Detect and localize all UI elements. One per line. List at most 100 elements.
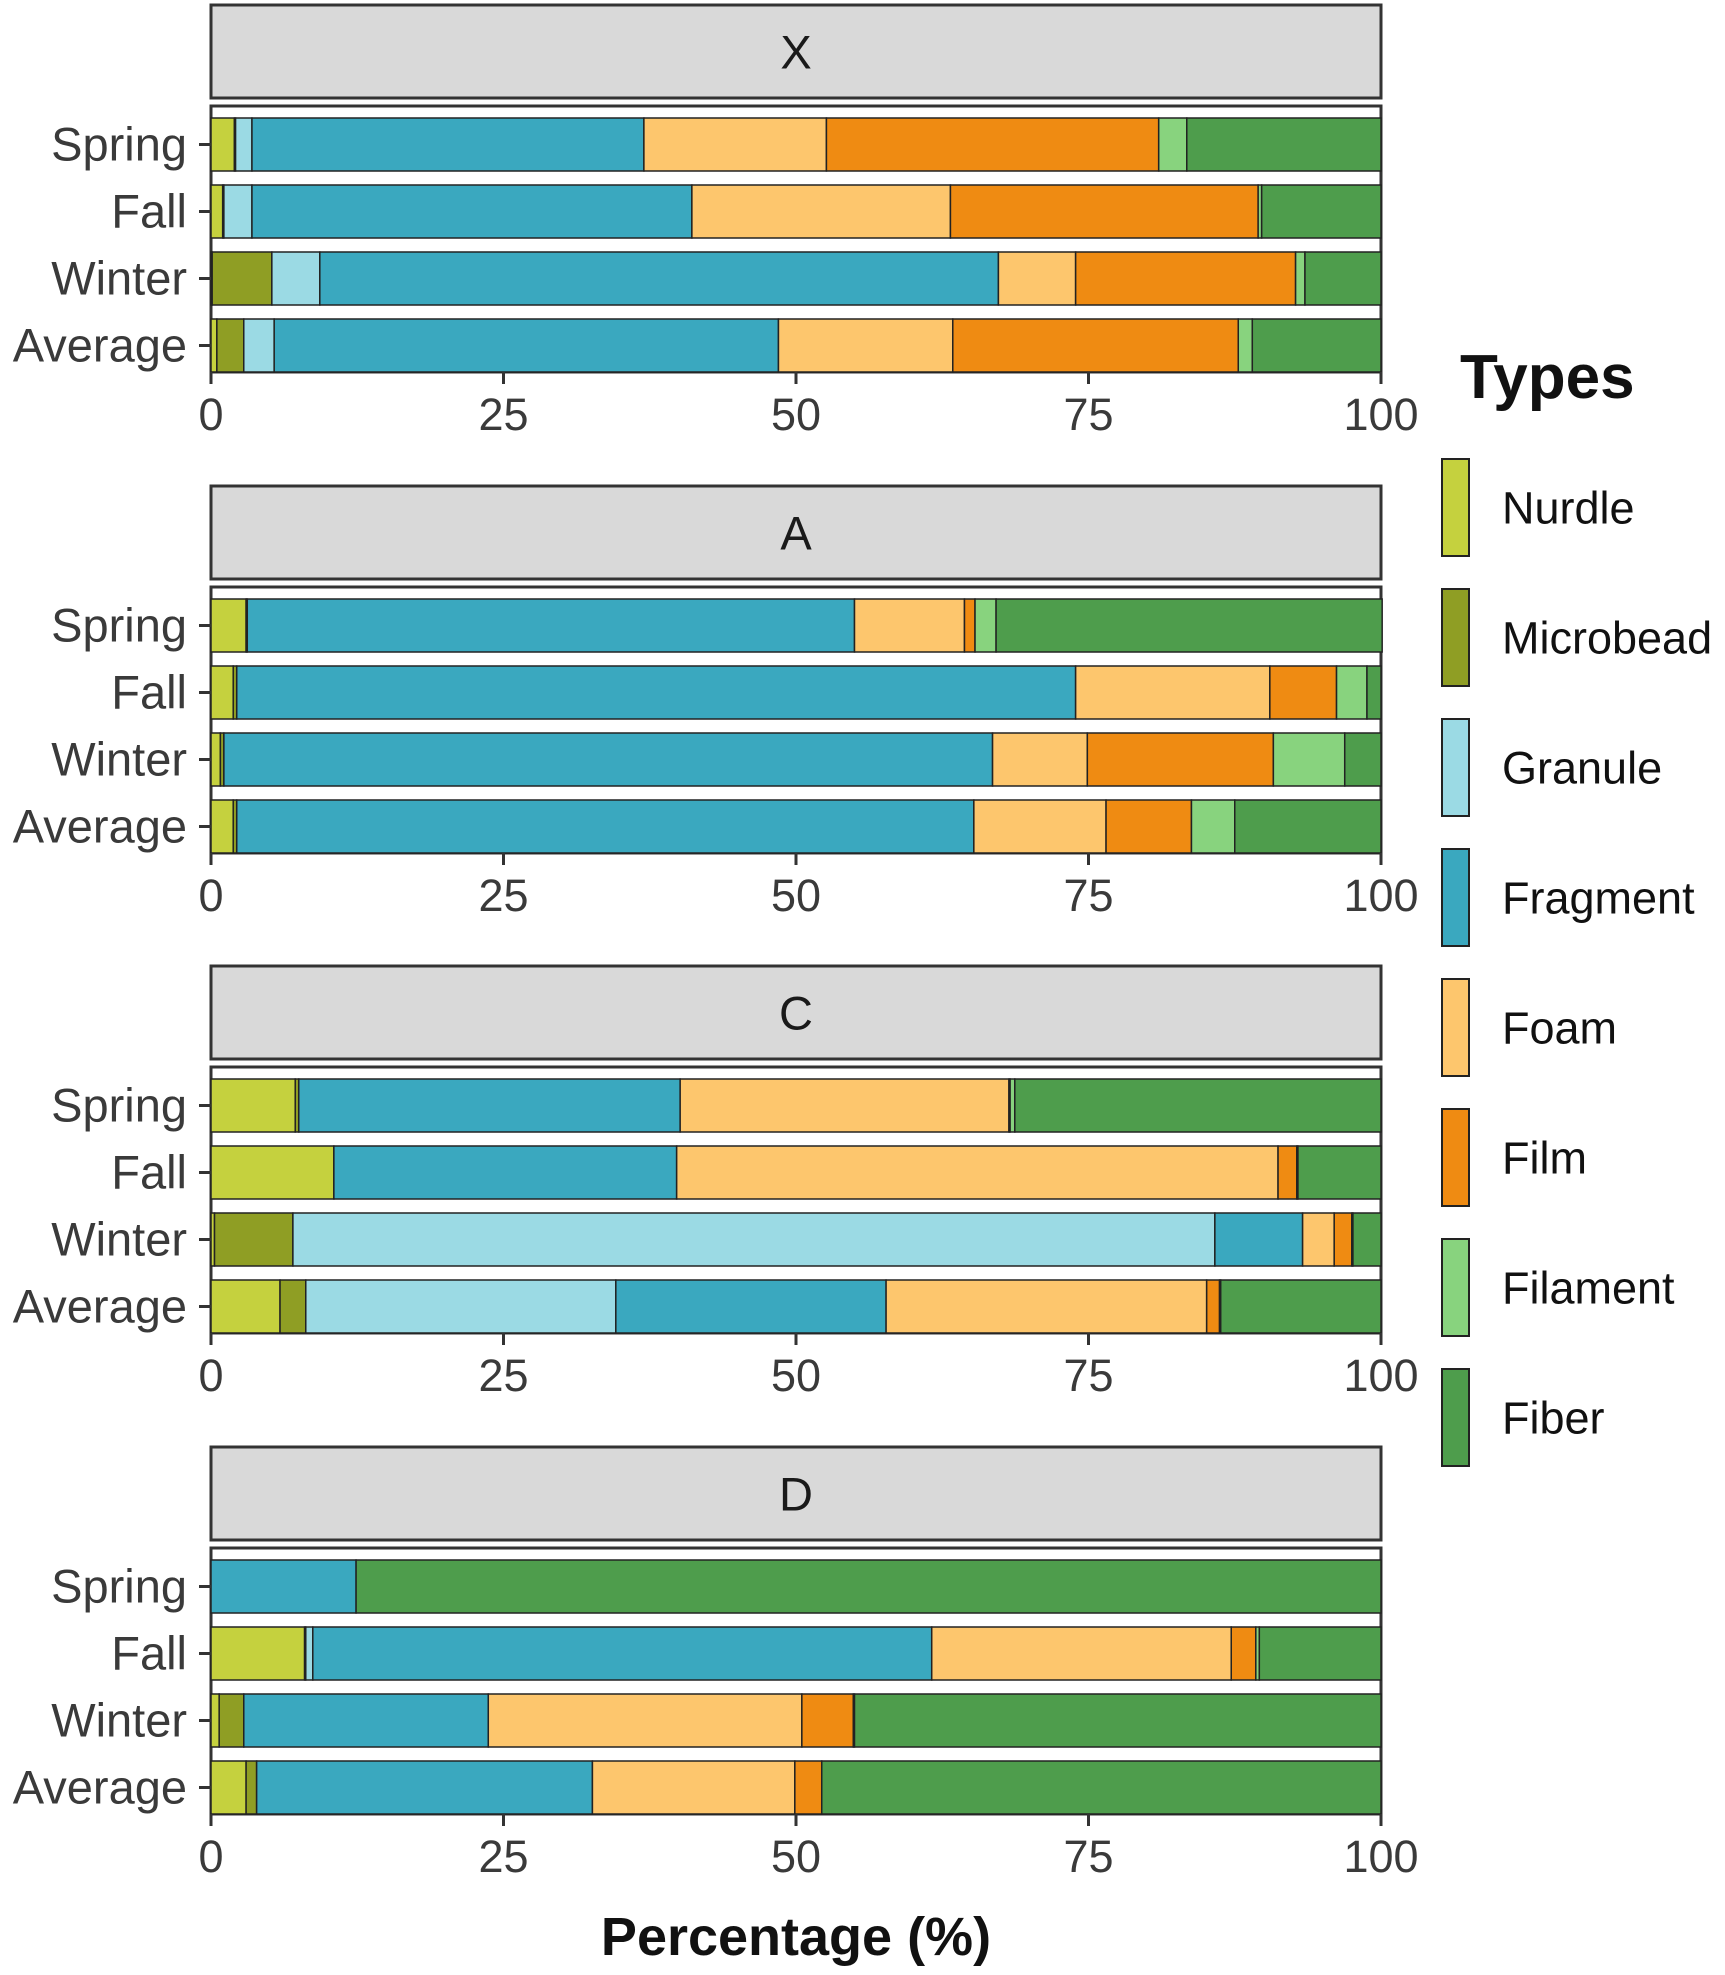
bar-segment-film <box>963 598 976 653</box>
panel-strip-label: D <box>779 1468 813 1521</box>
bar-segment-fiber <box>1352 1212 1382 1267</box>
panel-strip <box>209 484 1383 581</box>
bar-segment-foam <box>1074 665 1271 720</box>
bar-segment-granule <box>292 1212 1216 1267</box>
bar-segment-fiber <box>1304 251 1382 306</box>
bar-segment-fiber <box>1366 665 1382 720</box>
bar-segment-nurdle <box>210 1078 296 1133</box>
y-tick-label: Fall <box>111 666 187 719</box>
bar-segment-foam <box>885 1279 1208 1334</box>
bar-segment-fiber <box>1251 318 1382 373</box>
y-tick-label: Spring <box>51 1560 187 1613</box>
bar-segment-filament <box>1190 799 1236 854</box>
x-tick-label: 50 <box>771 1350 821 1401</box>
y-tick-label: Fall <box>111 1627 187 1680</box>
legend-label-filament: Filament <box>1502 1263 1675 1314</box>
legend-label-foam: Foam <box>1502 1003 1617 1054</box>
bar-segment-filament <box>1272 732 1346 787</box>
legend-key-filament <box>1441 1238 1470 1337</box>
x-axis-title: Percentage (%) <box>601 1907 991 1967</box>
panel-strip <box>209 964 1383 1061</box>
bar-segment-fiber <box>1014 1078 1382 1133</box>
bar-segment-fragment <box>298 1078 681 1133</box>
legend-key-granule <box>1441 718 1470 817</box>
bar-segment-fiber <box>853 1693 1382 1748</box>
bar-segment-fiber <box>1219 1279 1382 1334</box>
x-tick-label: 100 <box>1343 1831 1418 1882</box>
y-tick-label: Average <box>13 319 187 372</box>
bar-segment-foam <box>675 1145 1279 1200</box>
x-tick-label: 75 <box>1063 1831 1113 1882</box>
panel-strip <box>209 3 1383 100</box>
bar-segment-foam <box>487 1693 803 1748</box>
bar-segment-fragment <box>615 1279 887 1334</box>
bar-segment-fragment <box>312 1626 933 1681</box>
x-tick-label: 100 <box>1343 1350 1418 1401</box>
bar-segment-foam <box>973 799 1107 854</box>
panel-strip-label: A <box>780 507 812 560</box>
y-tick-label: Winter <box>51 1213 187 1266</box>
legend-key-fragment <box>1441 848 1470 947</box>
bar-segment-granule <box>305 1279 617 1334</box>
bar-segment-fiber <box>355 1559 1382 1614</box>
legend-key-microbead <box>1441 588 1470 687</box>
bar-segment-fragment <box>243 1693 490 1748</box>
x-tick-label: 25 <box>478 1831 528 1882</box>
x-tick-label: 0 <box>198 1350 223 1401</box>
bar-segment-fragment <box>1214 1212 1304 1267</box>
bar-segment-foam <box>1301 1212 1335 1267</box>
bar-segment-fiber <box>1260 184 1382 239</box>
bar-segment-filament <box>1335 665 1368 720</box>
bar-segment-fiber <box>1234 799 1382 854</box>
bar-segment-granule <box>243 318 275 373</box>
x-tick-label: 50 <box>771 870 821 921</box>
bar-segment-film <box>794 1760 823 1815</box>
bar-segment-foam <box>691 184 952 239</box>
y-tick-label: Average <box>13 800 187 853</box>
panel-strip-label: X <box>780 26 811 79</box>
bar-segment-film <box>801 1693 855 1748</box>
bar-segment-nurdle <box>210 799 234 854</box>
chart-panels: X Spring Fall Winter Average 0 25 50 75 100 A Sprin… <box>13 3 1419 1882</box>
bar-segment-fragment <box>255 1760 594 1815</box>
bar-segment-microbead <box>216 318 245 373</box>
bar-segment-film <box>1277 1145 1298 1200</box>
bar-segment-granule <box>271 251 321 306</box>
x-tick-label: 75 <box>1063 870 1113 921</box>
bar-segment-film <box>952 318 1240 373</box>
bar-segment-nurdle <box>210 1279 281 1334</box>
legend-label-nurdle: Nurdle <box>1502 483 1635 534</box>
bar-segment-fragment <box>333 1145 678 1200</box>
bar-segment-microbead <box>213 1212 294 1267</box>
y-tick-label: Fall <box>111 185 187 238</box>
bar-segment-film <box>1105 799 1193 854</box>
bar-segment-film <box>1269 665 1338 720</box>
bar-segment-film <box>1333 1212 1353 1267</box>
legend-label-film: Film <box>1502 1133 1587 1184</box>
bar-segment-foam <box>997 251 1077 306</box>
y-tick-label: Fall <box>111 1146 187 1199</box>
bar-segment-fiber <box>1343 732 1382 787</box>
bar-segment-film <box>1074 251 1297 306</box>
bar-segment-microbead <box>245 1760 258 1815</box>
y-tick-label: Spring <box>51 599 187 652</box>
bar-segment-fiber <box>1258 1626 1382 1681</box>
bar-segment-fragment <box>235 665 1077 720</box>
y-tick-label: Winter <box>51 252 187 305</box>
bar-segment-fragment <box>210 1559 357 1614</box>
bar-segment-nurdle <box>210 1760 247 1815</box>
bar-segment-film <box>1205 1279 1221 1334</box>
legend-key-nurdle <box>1441 458 1470 557</box>
bar-segment-microbead <box>218 1693 245 1748</box>
bar-segment-microbead <box>279 1279 307 1334</box>
bar-segment-film <box>1230 1626 1257 1681</box>
legend-label-fragment: Fragment <box>1502 873 1695 924</box>
bar-segment-foam <box>991 732 1089 787</box>
bar-segment-nurdle <box>210 1626 306 1681</box>
bar-segment-filament <box>1237 318 1254 373</box>
bar-segment-nurdle <box>210 117 236 172</box>
bar-segment-nurdle <box>210 1693 220 1748</box>
legend-label-fiber: Fiber <box>1502 1393 1605 1444</box>
